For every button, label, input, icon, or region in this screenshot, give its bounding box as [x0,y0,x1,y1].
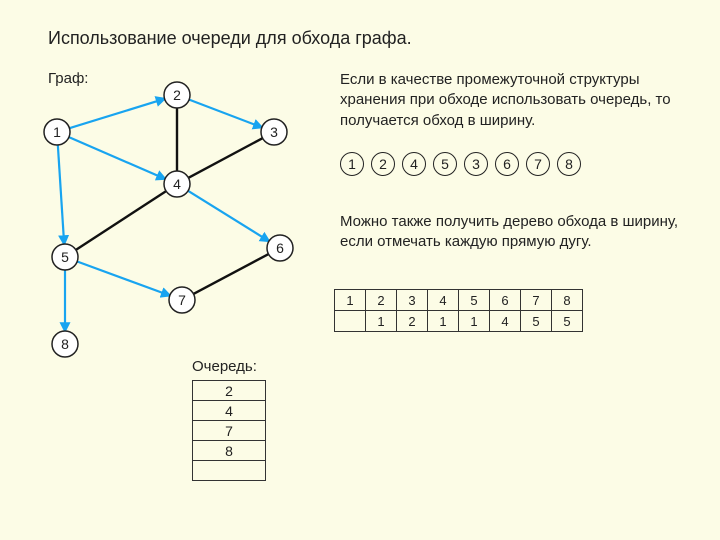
node-label-8: 8 [61,336,69,352]
bfs-order-item-1: 2 [371,152,395,176]
parent-value-6: 5 [521,311,552,332]
node-2 [164,82,190,108]
bfs-order-item-3: 5 [433,152,457,176]
explanation-text-1: Если в качестве промежуточной структуры … [340,70,680,131]
bfs-order-item-7: 8 [557,152,581,176]
node-label-7: 7 [178,292,186,308]
node-8 [52,331,78,357]
parent-value-4: 1 [459,311,490,332]
parent-header-5: 6 [490,290,521,311]
page-title: Использование очереди для обхода графа. [48,28,412,49]
explanation-text-2: Можно также получить дерево обхода в шир… [340,212,690,253]
edge-1-5 [58,145,64,244]
edge-1-4 [69,137,165,179]
edge-5-4 [76,191,166,250]
queue-cell-3: 8 [193,441,266,461]
queue-table: 2478 [192,380,266,481]
bfs-order-item-0: 1 [340,152,364,176]
queue-cell-0: 2 [193,381,266,401]
bfs-order-item-2: 4 [402,152,426,176]
bfs-order-row: 12453678 [340,152,581,176]
queue-cell-1: 4 [193,401,266,421]
parent-value-2: 2 [397,311,428,332]
parent-value-7: 5 [552,311,583,332]
parent-value-5: 4 [490,311,521,332]
node-1 [44,119,70,145]
edge-2-3 [189,100,262,128]
node-label-6: 6 [276,240,284,256]
edge-4-3 [188,138,262,178]
node-label-2: 2 [173,87,181,103]
parent-value-0 [335,311,366,332]
bfs-order-item-4: 3 [464,152,488,176]
node-label-1: 1 [53,124,61,140]
parent-value-3: 1 [428,311,459,332]
node-5 [52,244,78,270]
edge-4-6 [188,191,269,241]
queue-label: Очередь: [192,358,257,375]
node-label-4: 4 [173,176,181,192]
bfs-order-item-6: 7 [526,152,550,176]
parent-header-2: 3 [397,290,428,311]
node-6 [267,235,293,261]
parent-value-1: 1 [366,311,397,332]
parent-header-7: 8 [552,290,583,311]
parent-header-4: 5 [459,290,490,311]
queue-cell-4 [193,461,266,481]
graph-label: Граф: [48,70,88,87]
node-7 [169,287,195,313]
parent-header-6: 7 [521,290,552,311]
parent-header-1: 2 [366,290,397,311]
edge-1-2 [69,99,164,128]
node-3 [261,119,287,145]
edge-5-7 [77,261,170,295]
bfs-order-item-5: 6 [495,152,519,176]
parent-header-0: 1 [335,290,366,311]
parent-header-3: 4 [428,290,459,311]
queue-cell-2: 7 [193,421,266,441]
node-label-5: 5 [61,249,69,265]
parent-table: 123456781211455 [334,289,583,332]
node-label-3: 3 [270,124,278,140]
edge-7-6 [193,254,268,294]
node-4 [164,171,190,197]
